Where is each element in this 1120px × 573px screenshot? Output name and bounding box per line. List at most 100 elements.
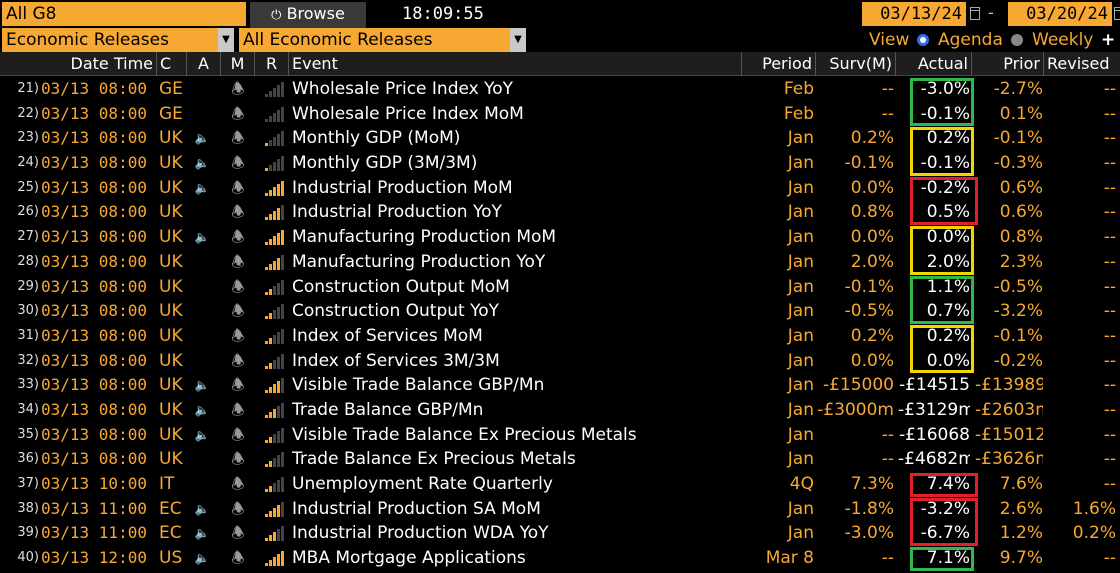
table-row[interactable]: 33) 03/13 08:00 UK 🔈 🕭 Visible Trade Balance … (0, 373, 1120, 398)
row-number[interactable]: 32) (17, 352, 39, 368)
bell-icon[interactable]: 🕭 (231, 252, 245, 271)
event-name[interactable]: Wholesale Price Index MoM (292, 103, 524, 124)
bell-icon[interactable]: 🕭 (231, 277, 245, 296)
table-row[interactable]: 40) 03/13 12:00 US 🔈 🕭 MBA Mortgage Applicati… (0, 546, 1120, 571)
table-row[interactable]: 38) 03/13 11:00 EC 🔈 🕭 Industrial Production … (0, 497, 1120, 522)
bell-icon[interactable]: 🕭 (231, 499, 245, 518)
table-row[interactable]: 21) 03/13 08:00 GE 🕭 Wholesale Price Index Y… (0, 77, 1120, 102)
chevron-down-icon[interactable]: ▼ (510, 28, 526, 52)
row-number[interactable]: 33) (17, 377, 39, 393)
row-number[interactable]: 27) (17, 229, 39, 245)
row-number[interactable]: 31) (17, 327, 39, 343)
row-number[interactable]: 30) (17, 303, 39, 319)
alert-empty[interactable] (192, 447, 212, 472)
event-name[interactable]: Industrial Production SA MoM (292, 498, 541, 519)
alert-empty[interactable] (192, 299, 212, 324)
row-number[interactable]: 23) (17, 130, 39, 146)
row-number[interactable]: 38) (17, 500, 39, 516)
table-row[interactable]: 37) 03/13 10:00 IT 🕭 Unemployment Rate Quart… (0, 472, 1120, 497)
speaker-icon[interactable]: 🔈 (194, 180, 210, 195)
bell-icon[interactable]: 🕭 (231, 450, 245, 469)
table-row[interactable]: 39) 03/13 11:00 EC 🔈 🕭 Industrial Production … (0, 521, 1120, 546)
table-row[interactable]: 34) 03/13 08:00 UK 🔈 🕭 Trade Balance GBP/Mn Ja… (0, 398, 1120, 423)
speaker-icon[interactable]: 🔈 (194, 156, 210, 171)
event-name[interactable]: Wholesale Price Index YoY (292, 79, 514, 99)
table-row[interactable]: 29) 03/13 08:00 UK 🕭 Construction Output MoM… (0, 275, 1120, 300)
header-period[interactable]: Period (742, 52, 816, 76)
speaker-icon[interactable]: 🔈 (194, 501, 210, 516)
bell-icon[interactable]: 🕭 (231, 524, 245, 543)
alert-empty[interactable] (192, 200, 212, 225)
speaker-icon[interactable]: 🔈 (194, 230, 210, 245)
bell-icon[interactable]: 🕭 (231, 178, 245, 197)
header-survey[interactable]: Surv(M) (816, 52, 896, 76)
header-datetime[interactable]: Date Time (0, 52, 157, 76)
bell-icon[interactable]: 🕭 (231, 80, 245, 98)
alert-empty[interactable] (192, 275, 212, 300)
alert-empty[interactable] (192, 77, 212, 102)
event-name[interactable]: Trade Balance GBP/Mn (292, 399, 484, 420)
row-number[interactable]: 22) (17, 105, 39, 121)
row-number[interactable]: 36) (17, 451, 39, 467)
event-name[interactable]: Industrial Production YoY (292, 202, 502, 223)
event-name[interactable]: Construction Output YoY (292, 301, 500, 322)
event-name[interactable]: Index of Services MoM (292, 325, 483, 346)
event-name[interactable]: Monthly GDP (3M/3M) (292, 153, 478, 174)
header-country[interactable]: C (157, 52, 187, 76)
subcategory-dropdown[interactable]: All Economic Releases ▼ (239, 28, 526, 52)
calendar-icon[interactable] (970, 7, 980, 20)
agenda-label[interactable]: Agenda (938, 30, 1003, 50)
table-row[interactable]: 22) 03/13 08:00 GE 🕭 Wholesale Price Index M… (0, 102, 1120, 127)
row-number[interactable]: 25) (17, 179, 39, 195)
row-number[interactable]: 26) (17, 204, 39, 220)
table-row[interactable]: 31) 03/13 08:00 UK 🕭 Index of Services MoM Ja… (0, 324, 1120, 349)
header-relevance[interactable]: R (255, 52, 289, 76)
table-row[interactable]: 35) 03/13 08:00 UK 🔈 🕭 Visible Trade Balance … (0, 423, 1120, 448)
event-name[interactable]: Industrial Production WDA YoY (292, 523, 549, 544)
table-row[interactable]: 32) 03/13 08:00 UK 🕭 Index of Services 3M/3M… (0, 349, 1120, 374)
weekly-radio[interactable] (1011, 34, 1023, 46)
event-name[interactable]: Visible Trade Balance GBP/Mn (292, 375, 545, 396)
bell-icon[interactable]: 🕭 (231, 475, 245, 493)
browse-button[interactable]: ⏻ Browse (250, 2, 366, 28)
table-row[interactable]: 25) 03/13 08:00 UK 🔈 🕭 Industrial Production … (0, 176, 1120, 201)
event-name[interactable]: Unemployment Rate Quarterly (292, 474, 553, 494)
row-number[interactable]: 29) (17, 278, 39, 294)
row-number[interactable]: 21) (17, 81, 39, 96)
event-name[interactable]: Manufacturing Production MoM (292, 227, 557, 248)
speaker-icon[interactable]: 🔈 (194, 526, 210, 541)
table-row[interactable]: 24) 03/13 08:00 UK 🔈 🕭 Monthly GDP (3M/3M) Jan… (0, 151, 1120, 176)
bell-icon[interactable]: 🕭 (231, 302, 245, 321)
event-name[interactable]: Construction Output MoM (292, 276, 510, 297)
group-field[interactable]: All G8 (2, 2, 246, 26)
row-number[interactable]: 40) (17, 550, 39, 566)
bell-icon[interactable]: 🕭 (231, 129, 245, 148)
table-row[interactable]: 23) 03/13 08:00 UK 🔈 🕭 Monthly GDP (MoM) Jan 0.… (0, 126, 1120, 151)
add-icon[interactable]: + (1101, 30, 1116, 50)
row-number[interactable]: 28) (17, 253, 39, 269)
event-name[interactable]: MBA Mortgage Applications (292, 548, 526, 569)
row-number[interactable]: 39) (17, 525, 39, 541)
bell-icon[interactable]: 🕭 (231, 104, 245, 123)
header-monitor[interactable]: M (221, 52, 255, 76)
header-event[interactable]: Event (289, 52, 742, 76)
bell-icon[interactable]: 🕭 (231, 425, 245, 444)
row-number[interactable]: 24) (17, 155, 39, 171)
speaker-icon[interactable]: 🔈 (194, 427, 210, 442)
table-row[interactable]: 27) 03/13 08:00 UK 🔈 🕭 Manufacturing Producti… (0, 225, 1120, 250)
agenda-radio[interactable] (917, 34, 929, 46)
speaker-icon[interactable]: 🔈 (194, 131, 210, 146)
alert-empty[interactable] (192, 102, 212, 127)
event-name[interactable]: Trade Balance Ex Precious Metals (292, 449, 576, 470)
table-row[interactable]: 30) 03/13 08:00 UK 🕭 Construction Output YoY… (0, 299, 1120, 324)
event-name[interactable]: Industrial Production MoM (292, 177, 513, 198)
row-number[interactable]: 34) (17, 401, 39, 417)
header-actual[interactable]: Actual (896, 52, 972, 76)
bell-icon[interactable]: 🕭 (231, 549, 245, 568)
alert-empty[interactable] (192, 472, 212, 497)
speaker-icon[interactable]: 🔈 (194, 378, 210, 393)
bell-icon[interactable]: 🕭 (231, 326, 245, 345)
bell-icon[interactable]: 🕭 (231, 203, 245, 222)
alert-empty[interactable] (192, 349, 212, 374)
bell-icon[interactable]: 🕭 (231, 376, 245, 395)
